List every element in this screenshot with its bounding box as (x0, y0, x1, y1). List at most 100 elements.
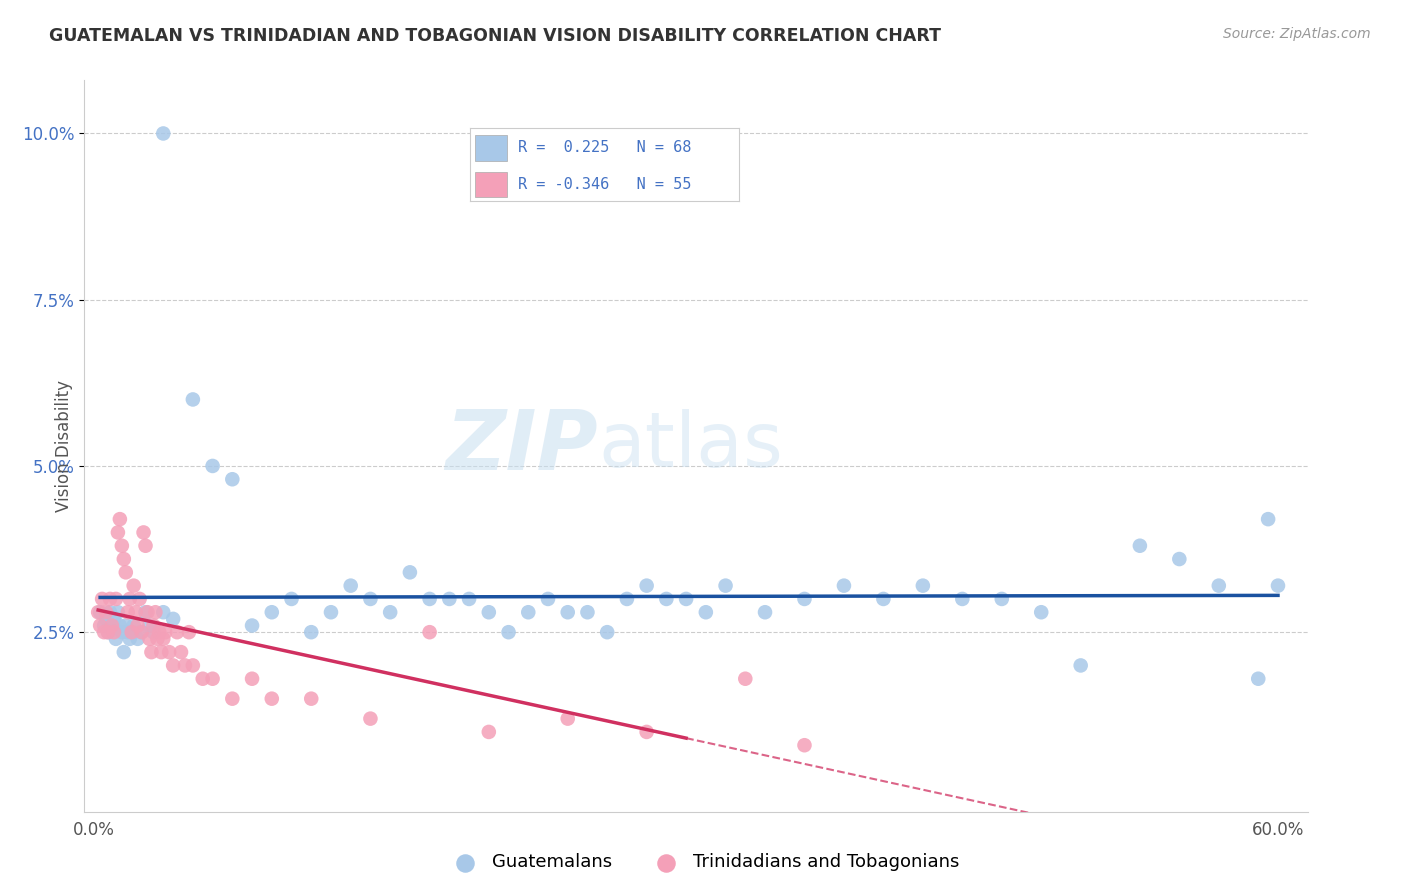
Point (1129, 539, 1152, 553)
Point (319, 605, 342, 619)
Point (636, 579, 658, 593)
Point (108, 618, 131, 632)
Point (1267, 579, 1289, 593)
Point (478, 725, 501, 739)
Point (616, 591, 638, 606)
Point (117, 625, 139, 640)
Point (950, 591, 973, 606)
Text: atlas: atlas (598, 409, 783, 483)
Point (93, 618, 115, 632)
Point (121, 625, 143, 640)
Point (104, 632, 127, 646)
Point (458, 591, 481, 606)
Point (201, 458, 224, 473)
Point (150, 645, 173, 659)
Point (1031, 605, 1053, 619)
Point (498, 625, 520, 640)
Point (201, 672, 224, 686)
Point (636, 725, 658, 739)
Point (135, 539, 157, 553)
Point (181, 392, 204, 407)
Point (118, 632, 141, 646)
Point (108, 512, 131, 526)
Point (138, 632, 160, 646)
Point (127, 618, 149, 632)
Point (107, 605, 129, 619)
Point (97, 625, 120, 640)
Point (832, 579, 855, 593)
Point (131, 625, 153, 640)
Point (260, 691, 283, 706)
Point (114, 566, 136, 580)
Point (439, 591, 461, 606)
Point (101, 618, 124, 632)
Point (121, 625, 143, 640)
Point (419, 625, 441, 640)
Point (122, 618, 145, 632)
Point (136, 605, 159, 619)
Point (148, 625, 170, 640)
Point (191, 672, 214, 686)
Point (91, 591, 114, 606)
Point (138, 618, 160, 632)
Point (1247, 672, 1270, 686)
Point (991, 591, 1014, 606)
Point (94, 612, 117, 626)
Point (103, 612, 125, 626)
Point (89, 618, 111, 632)
Y-axis label: Vision Disability: Vision Disability (55, 380, 73, 512)
Point (162, 612, 184, 626)
Point (911, 579, 934, 593)
Point (107, 525, 129, 540)
Point (793, 738, 815, 752)
Point (734, 672, 756, 686)
Point (112, 552, 135, 566)
Text: Source: ZipAtlas.com: Source: ZipAtlas.com (1223, 27, 1371, 41)
Point (94, 605, 117, 619)
Point (152, 127, 174, 141)
Point (122, 579, 145, 593)
Point (177, 625, 200, 640)
Point (152, 632, 174, 646)
Point (111, 539, 134, 553)
Point (124, 605, 146, 619)
Point (478, 605, 501, 619)
Point (104, 591, 127, 606)
Point (142, 618, 165, 632)
Point (872, 591, 894, 606)
Point (655, 591, 678, 606)
Point (112, 645, 135, 659)
Point (240, 672, 263, 686)
Point (260, 605, 283, 619)
Point (145, 605, 167, 619)
Point (97, 625, 120, 640)
Point (240, 618, 263, 632)
Point (1257, 512, 1279, 526)
Point (280, 591, 302, 606)
Point (754, 605, 776, 619)
Point (166, 625, 188, 640)
Point (131, 625, 153, 640)
Point (157, 645, 180, 659)
Point (98, 591, 121, 606)
Legend: Guatemalans, Trinidadians and Tobagonians: Guatemalans, Trinidadians and Tobagonian… (439, 847, 967, 879)
Point (299, 691, 322, 706)
Point (1168, 552, 1191, 566)
Point (111, 625, 134, 640)
Point (299, 625, 322, 640)
Point (155, 625, 177, 640)
Point (359, 712, 381, 726)
Point (557, 605, 579, 619)
Point (152, 605, 174, 619)
Point (359, 591, 381, 606)
Point (146, 632, 169, 646)
Point (537, 591, 560, 606)
Point (87, 605, 110, 619)
Point (675, 591, 697, 606)
Text: ZIP: ZIP (446, 406, 598, 486)
Point (557, 712, 579, 726)
Point (596, 625, 619, 640)
Point (793, 591, 815, 606)
Point (117, 605, 139, 619)
Point (181, 658, 204, 673)
